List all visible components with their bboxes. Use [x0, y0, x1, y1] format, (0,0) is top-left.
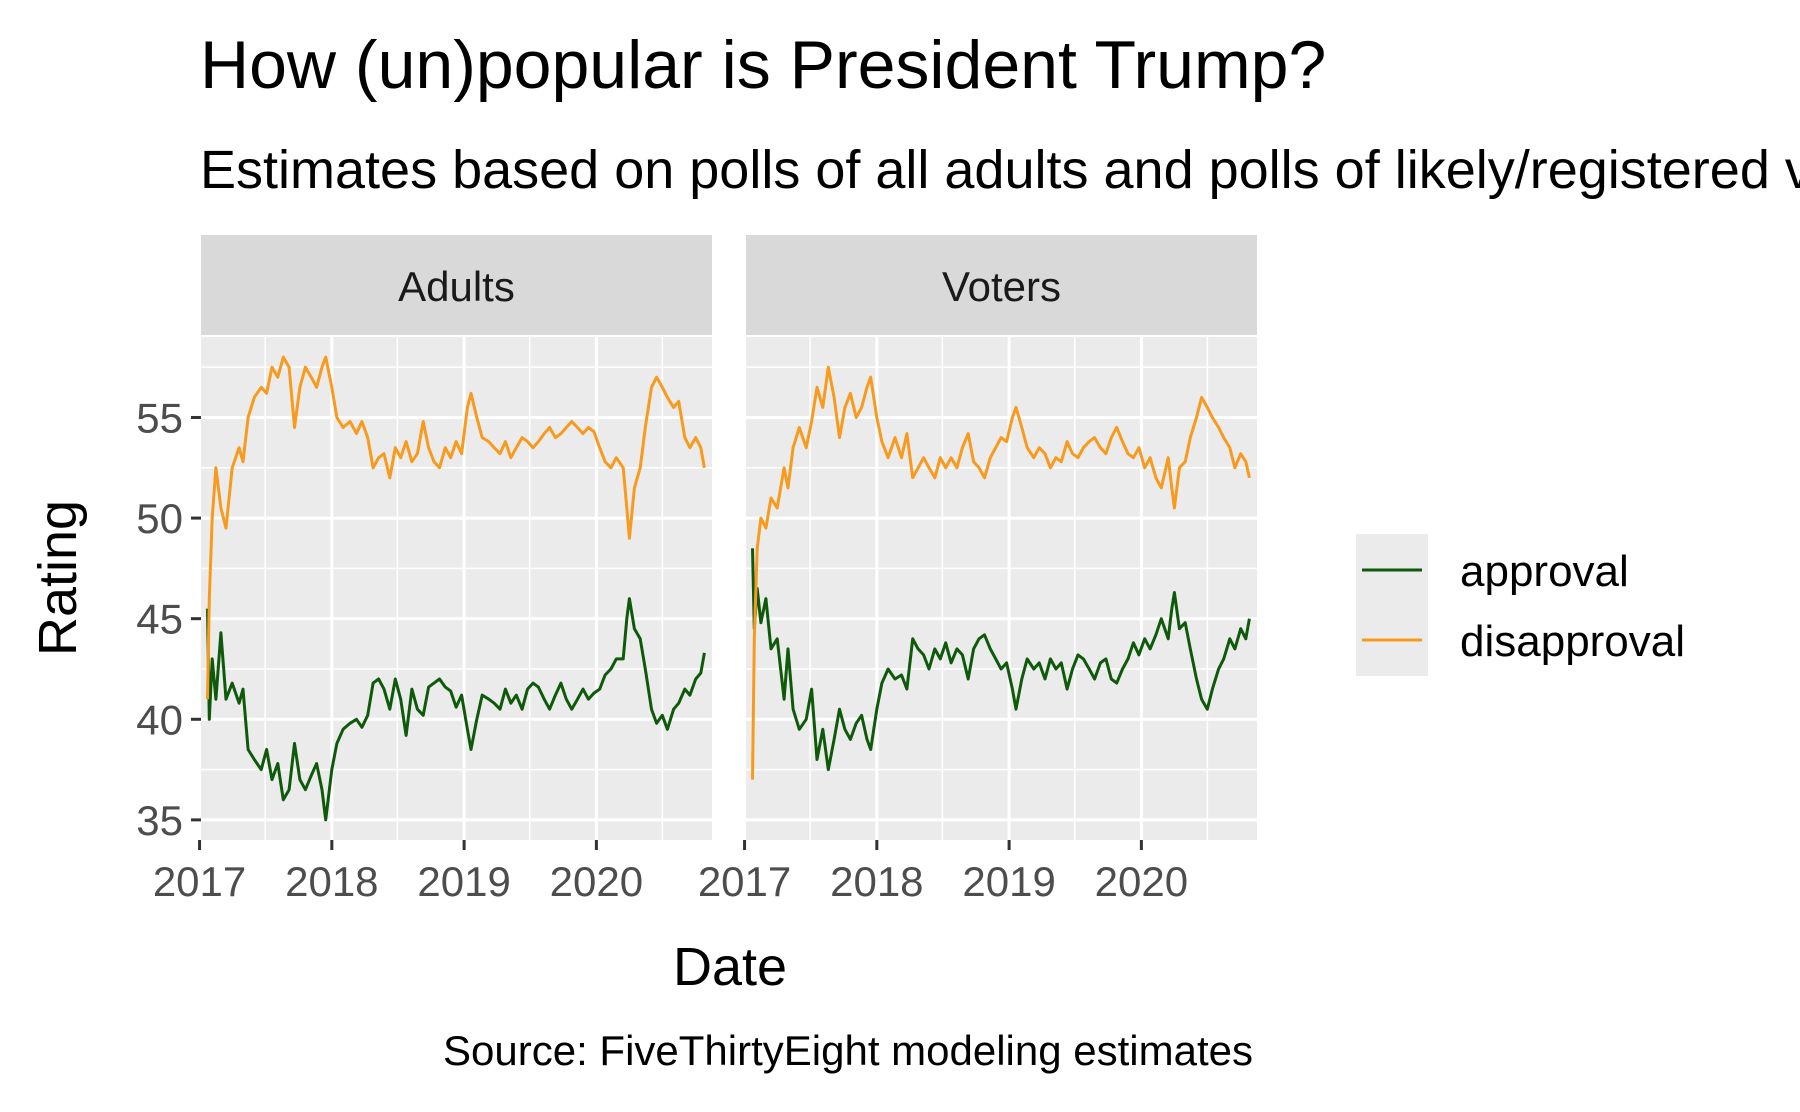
series-line-disapproval — [751, 365, 1251, 780]
series-line-approval — [751, 548, 1251, 772]
x-tick-label: 2017 — [153, 858, 246, 905]
x-tick-label: 2019 — [962, 858, 1055, 905]
y-axis: 35 40 45 50 55 — [136, 394, 201, 844]
x-tick-label: 2018 — [830, 858, 923, 905]
chart-caption: Source: FiveThirtyEight modeling estimat… — [443, 1027, 1253, 1074]
chart-subtitle: Estimates based on polls of all adults a… — [200, 140, 1800, 200]
y-axis-title: Rating — [28, 500, 88, 656]
y-tick-label: 45 — [136, 596, 183, 643]
x-tick-label: 2020 — [550, 858, 643, 905]
panel-background — [201, 337, 712, 840]
x-axis-title: Date — [673, 937, 787, 997]
x-tick-label: 2018 — [285, 858, 378, 905]
facet-strip — [746, 235, 1257, 335]
chart-title: How (un)popular is President Trump? — [200, 27, 1326, 103]
facet-strip-label: Voters — [942, 263, 1061, 310]
y-tick-label: 55 — [136, 394, 183, 441]
legend-label-approval: approval — [1460, 547, 1629, 596]
x-tick-label: 2020 — [1095, 858, 1188, 905]
y-tick-label: 50 — [136, 495, 183, 542]
legend-key-background — [1356, 534, 1428, 676]
legend-label-disapproval: disapproval — [1460, 617, 1685, 666]
panel-background — [746, 337, 1257, 840]
panel-adults: Adults 2017 2018 2019 2020 — [153, 235, 712, 905]
facet-strip-label: Adults — [398, 263, 515, 310]
panels: Adults 2017 2018 2019 2020 Voters 2017 2018 2019… — [136, 235, 1257, 905]
panel-voters: Voters 2017 2018 2019 2020 — [698, 235, 1257, 905]
x-tick-label: 2019 — [417, 858, 510, 905]
legend: approval disapproval — [1356, 534, 1685, 676]
series-line-approval — [206, 597, 706, 822]
facet-strip — [201, 235, 712, 335]
x-tick-label: 2017 — [698, 858, 791, 905]
y-tick-label: 35 — [136, 797, 183, 844]
y-tick-label: 40 — [136, 696, 183, 743]
series-line-disapproval — [206, 355, 706, 700]
